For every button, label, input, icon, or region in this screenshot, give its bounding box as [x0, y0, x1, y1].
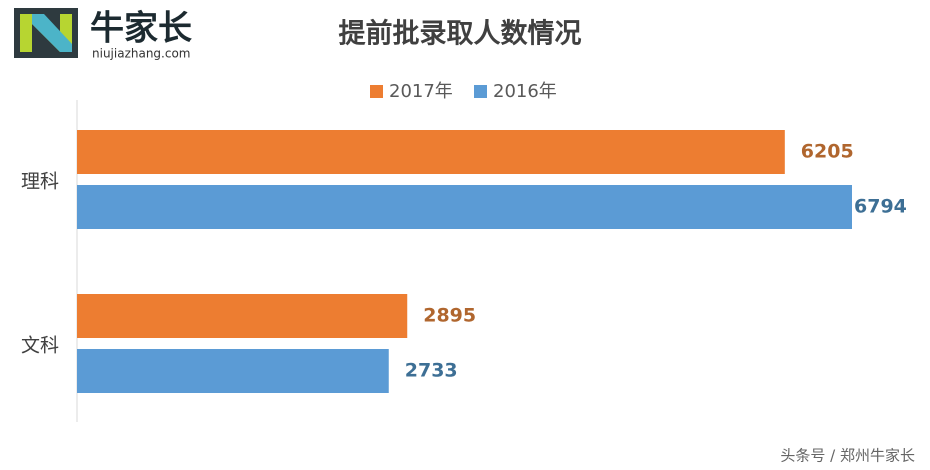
- watermark: 头条号 / 郑州牛家长: [780, 447, 915, 465]
- legend-swatch: [474, 85, 487, 98]
- logo: 牛家长 niujiazhang.com: [14, 8, 192, 61]
- bar: [77, 294, 408, 338]
- logo-mark: [32, 14, 72, 52]
- y-tick-label: 文科: [21, 335, 59, 357]
- legend-swatch: [370, 85, 383, 98]
- y-tick-label: 理科: [21, 171, 59, 193]
- data-label: 2733: [405, 360, 458, 382]
- data-label: 6794: [854, 196, 907, 218]
- bar: [77, 130, 785, 174]
- data-label: 6205: [801, 141, 854, 163]
- data-label: 2895: [423, 305, 476, 327]
- logo-name: 牛家长: [90, 9, 192, 49]
- logo-site: niujiazhang.com: [92, 47, 191, 61]
- bar: [77, 185, 852, 229]
- chart-title: 提前批录取人数情况: [339, 18, 582, 50]
- legend-label: 2016年: [493, 81, 557, 102]
- legend-label: 2017年: [389, 81, 453, 102]
- bar: [77, 349, 389, 393]
